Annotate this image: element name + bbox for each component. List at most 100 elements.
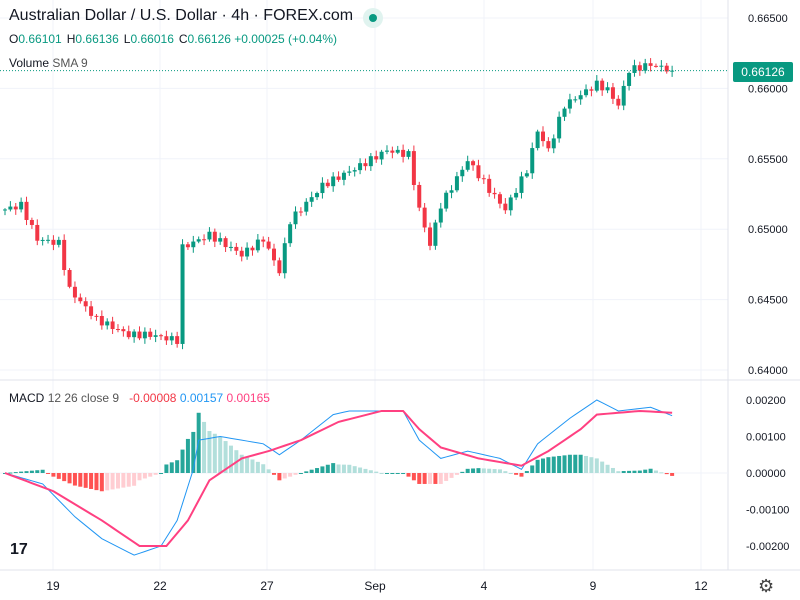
candle-body — [610, 87, 615, 99]
macd-histogram-bar — [621, 471, 626, 473]
candle-body — [524, 173, 529, 177]
candle-body — [428, 227, 433, 246]
macd-params: 12 26 close 9 — [47, 391, 120, 405]
time-axis-label: 12 — [694, 579, 708, 593]
macd-line — [4, 399, 673, 556]
candle-body — [132, 331, 137, 338]
macd-histogram-bar — [605, 464, 610, 473]
candle-body — [288, 224, 293, 244]
macd-histogram-bar — [185, 438, 190, 473]
candle-body — [320, 182, 325, 194]
macd-histogram-bar — [449, 473, 454, 478]
macd-histogram-bar — [476, 468, 481, 473]
macd-histogram-bar — [148, 473, 153, 477]
candle-body — [325, 182, 330, 187]
candle-body — [433, 222, 438, 246]
macd-histogram-bar — [584, 455, 589, 473]
candle-body — [304, 201, 309, 212]
candle-body — [245, 247, 250, 257]
price-axis-label: 0.65500 — [748, 154, 788, 166]
candle-body — [40, 239, 45, 241]
candle-body — [223, 238, 228, 248]
macd-histogram-bar — [390, 473, 395, 474]
macd-histogram-bar — [578, 454, 583, 473]
candle-body — [546, 141, 551, 149]
volume-legend[interactable]: Volume SMA 9 — [9, 56, 88, 70]
macd-histogram-bar — [567, 454, 572, 473]
candle-body — [164, 336, 169, 341]
macd-histogram-bar — [40, 469, 45, 473]
volume-label: Volume — [9, 56, 50, 70]
candle-body — [605, 87, 610, 91]
macd-signal-value: 0.00165 — [226, 391, 270, 405]
macd-axis-label: 0.00100 — [746, 432, 786, 444]
macd-histogram-bar — [239, 454, 244, 473]
candle-body — [379, 151, 384, 160]
candle-body — [272, 248, 276, 261]
macd-histogram-bar — [288, 473, 293, 477]
candle-body — [616, 98, 621, 106]
candle-body — [363, 163, 368, 167]
candle-body — [374, 156, 379, 160]
candle-body — [148, 331, 153, 337]
macd-histogram-bar — [272, 473, 276, 475]
high-value: 0.66136 — [75, 32, 119, 46]
tradingview-logo-icon[interactable]: 17 — [10, 541, 28, 558]
macd-histogram-bar — [89, 473, 94, 489]
candle-body — [67, 269, 72, 287]
macd-histogram-bar — [428, 473, 433, 484]
macd-histogram-bar — [212, 433, 217, 473]
macd-histogram-bar — [541, 458, 545, 473]
candle-body — [406, 151, 411, 157]
candle-body — [336, 176, 341, 180]
macd-histogram-bar — [223, 441, 228, 473]
macd-histogram-bar — [137, 473, 142, 481]
candle-body — [315, 193, 320, 198]
candle-body — [89, 306, 94, 316]
symbol-title[interactable]: Australian Dollar / U.S. Dollar · 4h · F… — [9, 7, 354, 24]
candle-body — [530, 148, 535, 174]
candle-body — [471, 161, 476, 166]
candle-body — [298, 211, 303, 213]
volume-sma: SMA 9 — [52, 56, 88, 70]
macd-histogram-bar — [648, 468, 653, 473]
settings-gear-icon[interactable]: ⚙ — [758, 576, 775, 596]
candle-body — [519, 176, 524, 193]
macd-histogram-bar — [94, 473, 99, 491]
macd-axis-label: 0.00200 — [746, 395, 786, 407]
macd-histogram-bar — [207, 431, 212, 473]
candle-body — [562, 108, 567, 117]
macd-histogram-bar — [670, 473, 675, 476]
macd-histogram-bar — [530, 465, 535, 473]
macd-histogram-bar — [497, 469, 502, 473]
candle-body — [589, 89, 594, 91]
candle-body — [417, 184, 422, 208]
macd-histogram-bar — [255, 461, 260, 473]
macd-histogram-bar — [546, 457, 551, 473]
macd-histogram-bar — [492, 469, 497, 473]
macd-axis-label: -0.00100 — [746, 505, 789, 517]
macd-histogram-bar — [524, 471, 529, 473]
macd-histogram-bar — [277, 473, 282, 481]
candle-body — [46, 239, 51, 241]
macd-histogram-bar — [72, 473, 77, 486]
macd-axis-label: 0.00000 — [746, 468, 786, 480]
macd-histogram-bar — [51, 473, 56, 477]
macd-histogram-bar — [503, 471, 508, 473]
candle-body — [541, 131, 545, 142]
price-axis-label: 0.66000 — [748, 83, 788, 95]
macd-legend[interactable]: MACD 12 26 close 9 -0.00008 0.00157 0.00… — [9, 391, 270, 405]
macd-histogram-bar — [153, 473, 158, 475]
candle-body — [137, 331, 142, 339]
candle-body — [153, 335, 158, 337]
macd-histogram-bar — [627, 470, 632, 473]
macd-histogram-bar — [610, 467, 615, 473]
candle-body — [191, 241, 196, 248]
candle-body — [584, 89, 589, 96]
candle-body — [105, 321, 110, 326]
change-value: +0.00025 (+0.04%) — [234, 32, 338, 46]
macd-histogram-bar — [132, 473, 137, 486]
candle-body — [395, 149, 400, 153]
candle-body — [35, 224, 40, 241]
